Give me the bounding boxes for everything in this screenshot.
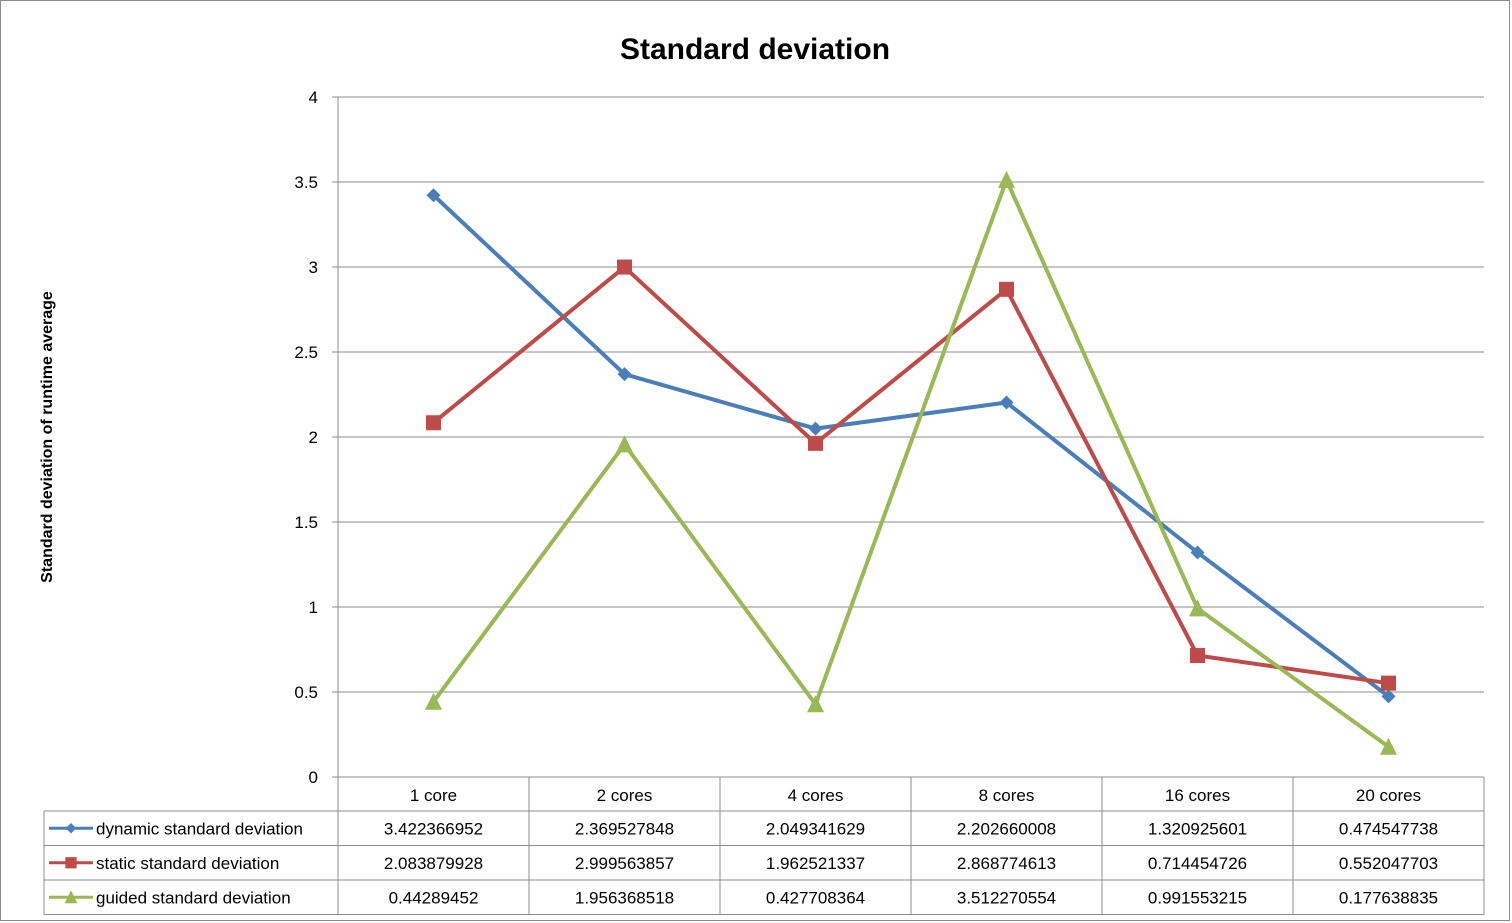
data-point-2 [617, 259, 632, 275]
data-point-3 [807, 695, 824, 713]
gridlines [332, 96, 1484, 778]
data-point-2 [1381, 675, 1396, 691]
data-point-1 [426, 188, 441, 203]
data-point-2 [1190, 648, 1205, 664]
data-point-2 [999, 281, 1014, 297]
data-point-3 [425, 692, 442, 710]
y-tick-label: 1.5 [294, 513, 318, 532]
data-point-2 [426, 415, 441, 431]
legend-key-marker [65, 857, 77, 869]
y-tick-label: 0.5 [294, 683, 318, 702]
legend-series-name: guided standard deviation [96, 888, 291, 907]
table-value: 0.44289452 [389, 888, 479, 907]
category-label: 16 cores [1165, 786, 1230, 805]
data-point-3 [1380, 737, 1397, 755]
data-point-3 [998, 170, 1015, 188]
data-table: 1 core 2 cores 4 cores 8 cores 16 cores 20 co… [43, 776, 1485, 915]
data-point-1 [1190, 545, 1205, 560]
y-tick-label: 4 [309, 88, 318, 107]
data-point-3 [1189, 599, 1206, 617]
series-line-2 [432, 265, 1389, 686]
table-value: 2.049341629 [766, 819, 865, 838]
series-line-1 [432, 193, 1390, 698]
table-value: 1.962521337 [766, 854, 865, 873]
legend-series-name: static standard deviation [96, 854, 279, 873]
series-layer [425, 170, 1397, 755]
table-value: 3.422366952 [384, 819, 483, 838]
table-value: 0.552047703 [1339, 854, 1438, 873]
table-value: 0.474547738 [1339, 819, 1438, 838]
table-value: 2.202660008 [957, 819, 1056, 838]
table-value: 0.427708364 [766, 888, 865, 907]
y-tick-label: 2 [309, 428, 318, 447]
table-value: 2.868774613 [957, 854, 1056, 873]
data-point-1 [808, 421, 823, 436]
y-tick-label: 3 [309, 258, 318, 277]
data-point-1 [1381, 689, 1396, 704]
category-label: 2 cores [597, 786, 653, 805]
data-point-1 [999, 395, 1014, 410]
legend-series-name: dynamic standard deviation [96, 819, 303, 838]
y-tick-label: 0 [309, 768, 318, 787]
series-line-3 [431, 177, 1390, 749]
category-label: 20 cores [1356, 786, 1421, 805]
y-tick-label: 3.5 [294, 173, 318, 192]
table-value: 2.999563857 [575, 854, 674, 873]
data-point-3 [616, 435, 633, 453]
table-value: 2.369527848 [575, 819, 674, 838]
y-axis-title: Standard deviation of runtime average [39, 291, 56, 583]
table-value: 0.714454726 [1148, 854, 1247, 873]
category-label: 4 cores [788, 786, 844, 805]
table-value: 1.320925601 [1148, 819, 1247, 838]
legend-key-marker [64, 890, 78, 904]
legend-key-marker [65, 823, 77, 834]
y-tick-label: 1 [309, 598, 318, 617]
category-label: 8 cores [979, 786, 1035, 805]
data-point-1 [617, 367, 632, 382]
category-label: 1 core [410, 786, 457, 805]
chart-title: Standard deviation [620, 33, 890, 66]
table-value: 0.991553215 [1148, 888, 1247, 907]
table-value: 0.177638835 [1339, 888, 1438, 907]
table-value: 2.083879928 [384, 854, 483, 873]
y-tick-labels: 0 0.5 1 1.5 2 2.5 3 3.5 4 [294, 88, 318, 787]
table-value: 3.512270554 [957, 888, 1056, 907]
data-point-2 [808, 435, 823, 451]
table-value: 1.956368518 [575, 888, 674, 907]
y-tick-label: 2.5 [294, 343, 318, 362]
